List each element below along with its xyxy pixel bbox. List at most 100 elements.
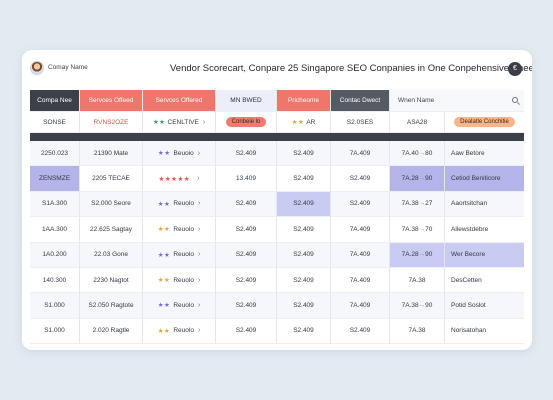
- chevron-right-icon[interactable]: ›: [197, 327, 201, 335]
- subheader-cell: SONSE: [30, 112, 80, 133]
- rating-cell[interactable]: ★★ Reuolo ›: [143, 267, 216, 294]
- when-cell: 7A.38 → 90: [390, 293, 445, 319]
- chevron-right-icon[interactable]: ›: [197, 175, 200, 183]
- avatar[interactable]: [30, 61, 44, 75]
- status-pill[interactable]: Dealatle Conchitie: [454, 117, 515, 127]
- rating-cell[interactable]: ★★★★★ ›: [143, 166, 216, 192]
- when-target-value: 80: [425, 149, 433, 157]
- when-target-value: 90: [425, 175, 433, 183]
- when-cell: 7A.38: [390, 318, 445, 344]
- when-value: 7A.38: [408, 327, 426, 335]
- subheader-pill-cell: Conbeie lo: [216, 112, 277, 133]
- subheader-rating[interactable]: ★★ CENLTIVE ›: [143, 112, 216, 133]
- contact-cell: S2.409: [331, 166, 390, 192]
- when-value: 7A.38: [401, 225, 419, 233]
- when-value: 7A.38: [408, 276, 426, 284]
- when-target-value: 70: [425, 225, 433, 233]
- when-cell: 7A.38 → 70: [390, 217, 445, 243]
- service-cell: 2205 TECAE: [80, 166, 143, 192]
- company-cell: ZENSMZE: [30, 166, 80, 192]
- when-cell: 7A.28 → 90: [390, 166, 445, 192]
- service-cell: 22.03 Gone: [80, 242, 143, 268]
- star-icon: ★★: [157, 200, 171, 208]
- vendor-note-cell[interactable]: Allewstdebre: [445, 217, 524, 243]
- rating-label: Reuolo: [173, 327, 194, 335]
- when-value: 7A.28: [401, 251, 419, 259]
- col-header-company[interactable]: Compa Nee: [30, 90, 80, 112]
- rating-cell[interactable]: ★★ Reuolo ›: [143, 191, 216, 218]
- chevron-right-icon[interactable]: ›: [197, 200, 201, 208]
- service-cell: S2.000 Seore: [80, 191, 143, 218]
- rating-cell[interactable]: ★★ Reuolo ›: [143, 217, 216, 243]
- rating-cell[interactable]: ★★ Reuolo ›: [143, 242, 216, 268]
- scorecard-card: Comay Name Vendor Scorecart, Conpare 25 …: [22, 50, 532, 350]
- rating-label: Reuolo: [173, 225, 194, 233]
- rating-cell[interactable]: ★★ Reuolo ›: [143, 293, 216, 319]
- contact-cell: 7A.409: [331, 141, 390, 167]
- when-cell: 7A.28 → 90: [390, 242, 445, 268]
- when-target-value: 90: [425, 301, 433, 309]
- col-header-services-offered[interactable]: Servces Offered: [143, 90, 216, 112]
- status-pill[interactable]: Conbeie lo: [225, 117, 267, 127]
- star-icon: ★★: [157, 302, 171, 310]
- rating-cell[interactable]: ★★ Reuolo ›: [143, 318, 216, 344]
- service-cell: S2.050 Ragtote: [80, 293, 143, 319]
- chevron-right-icon[interactable]: ›: [197, 276, 201, 284]
- company-cell: S1A.300: [30, 191, 80, 218]
- vendor-note-cell[interactable]: Wer Becore: [445, 242, 524, 268]
- contact-cell: 7A.409: [331, 267, 390, 294]
- vendor-note-cell[interactable]: DesCetten: [445, 268, 524, 294]
- subheader-pill-cell: Dealatle Conchitie: [445, 112, 524, 133]
- divider-bar: [30, 133, 524, 141]
- star-icon: ★★: [157, 150, 171, 158]
- chevron-right-icon[interactable]: ›: [197, 225, 201, 233]
- star-icon: ★★★★★: [158, 175, 191, 183]
- vendor-note-cell[interactable]: Potid Soslot: [445, 293, 524, 319]
- contact-cell: 7A.409: [331, 242, 390, 268]
- user-menu-button[interactable]: €: [508, 62, 522, 76]
- price-cell: S2.409: [277, 166, 331, 192]
- search-icon[interactable]: [512, 97, 518, 103]
- chevron-right-icon[interactable]: ›: [197, 149, 201, 157]
- when-value: 7A.28: [401, 175, 419, 183]
- subheader-cell: RVNS2OZE: [80, 112, 143, 133]
- price-cell: S2.409: [216, 267, 277, 294]
- contact-cell: S2.409: [331, 318, 390, 344]
- company-name-label: Comay Name: [48, 64, 88, 71]
- star-icon: ★★: [157, 251, 171, 259]
- when-target-value: 90: [425, 251, 433, 259]
- col-header-mn-bwed[interactable]: MN BWED: [216, 90, 277, 112]
- chevron-right-icon[interactable]: ›: [202, 118, 206, 126]
- subheader-cell: S2.0SES: [331, 112, 390, 133]
- price-cell: S2.409: [216, 191, 277, 218]
- chevron-right-icon[interactable]: ›: [197, 251, 201, 259]
- vendor-note-cell[interactable]: Aaortsitchan: [445, 191, 524, 218]
- arrow-right-icon: →: [418, 225, 426, 233]
- col-header-services[interactable]: Servces Offeed: [80, 90, 143, 112]
- col-header-contact[interactable]: Contac Dwect: [331, 90, 390, 112]
- page-title: Vendor Scorecart, Conpare 25 Singapore S…: [170, 63, 532, 74]
- chevron-right-icon[interactable]: ›: [197, 301, 201, 309]
- header-bar: Comay Name Vendor Scorecart, Conpare 25 …: [22, 50, 532, 86]
- arrow-right-icon: →: [418, 175, 426, 183]
- price-cell: S2.409: [277, 318, 331, 344]
- service-cell: 2.020 Ragtle: [80, 318, 143, 344]
- subheader-rating-2: ★★ AR: [277, 112, 331, 133]
- when-cell: 7A.38 → 27: [390, 191, 445, 218]
- star-icon: ★★: [152, 119, 166, 126]
- service-cell: 21390 Mate: [80, 141, 143, 167]
- vendor-note-cell[interactable]: Cetiod Beniticore: [445, 166, 524, 192]
- company-cell: S1.000: [30, 318, 80, 344]
- when-value: 7A.40: [401, 149, 419, 157]
- col-header-pricing[interactable]: Pricheome: [277, 90, 331, 112]
- price-cell: S2.409: [277, 242, 331, 268]
- vendor-note-cell[interactable]: Norisatohan: [445, 319, 524, 344]
- price-cell: S2.409: [216, 217, 277, 243]
- contact-cell: S2.409: [331, 191, 390, 218]
- vendor-note-cell[interactable]: Aaw Betore: [445, 141, 524, 167]
- when-value: 7A.38: [401, 200, 419, 208]
- rating-cell[interactable]: ★★ Beuoio ›: [143, 141, 216, 167]
- price-cell: S2.409: [277, 191, 331, 218]
- col-header-when-name[interactable]: Wnen Name: [390, 90, 524, 112]
- arrow-right-icon: →: [418, 200, 426, 208]
